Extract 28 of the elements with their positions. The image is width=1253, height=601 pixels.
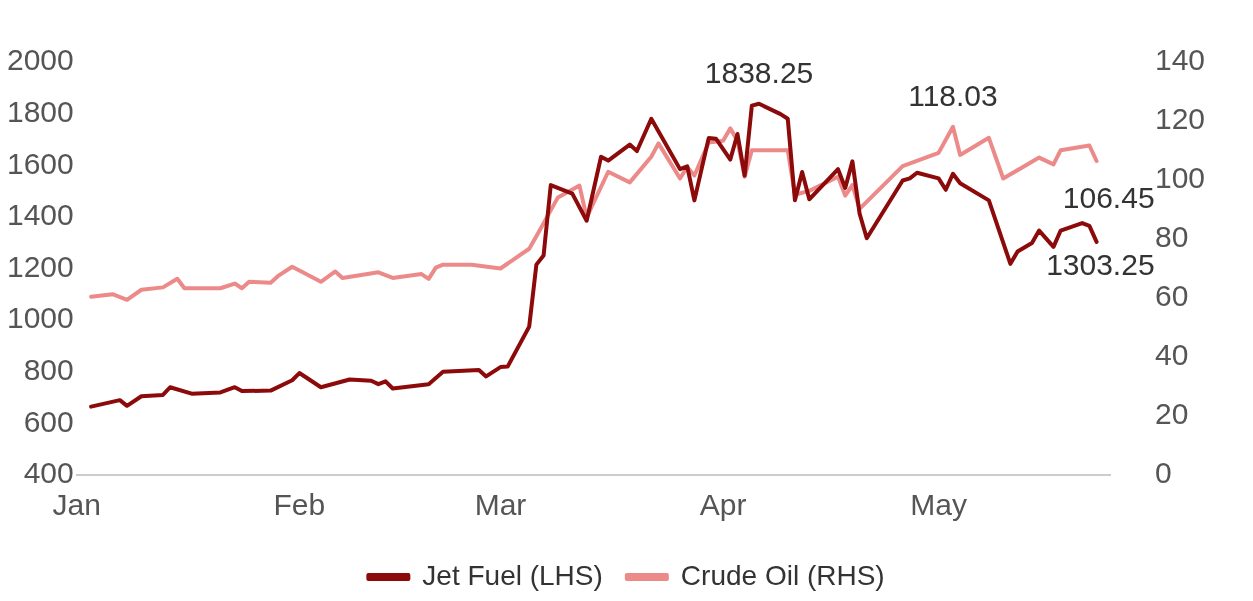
x-tick-label: May — [910, 488, 967, 522]
data-label: 118.03 — [908, 79, 998, 113]
y-tick-label: 2000 — [6, 43, 74, 77]
y2-tick-label: 20 — [1154, 397, 1189, 431]
y-tick-label: 1600 — [6, 146, 74, 180]
legend-label: Jet Fuel (LHS) — [422, 559, 603, 591]
x-tick-label: Apr — [699, 488, 747, 522]
x-tick-label: Jan — [52, 488, 101, 522]
y-tick-label: 800 — [23, 353, 74, 387]
y-tick-label: 1400 — [6, 198, 74, 232]
x-tick-label: Mar — [474, 488, 527, 522]
y2-tick-label: 100 — [1154, 161, 1206, 195]
y-tick-label: 1800 — [6, 94, 74, 128]
y-tick-label: 400 — [23, 456, 74, 490]
x-tick-label: Feb — [273, 488, 326, 522]
legend-label: Crude Oil (RHS) — [680, 559, 885, 591]
y-tick-label: 1000 — [6, 301, 74, 335]
y2-tick-label: 140 — [1154, 43, 1206, 77]
y2-tick-label: 80 — [1154, 220, 1189, 254]
data-label: 1838.25 — [704, 56, 814, 90]
y2-tick-label: 120 — [1154, 102, 1206, 136]
y-tick-label: 1200 — [6, 249, 74, 283]
data-label: 106.45 — [1062, 181, 1155, 215]
y2-tick-label: 0 — [1154, 456, 1172, 490]
y-tick-label: 600 — [23, 404, 74, 438]
data-label: 1303.25 — [1046, 248, 1155, 282]
y2-tick-label: 60 — [1154, 279, 1189, 313]
y2-tick-label: 40 — [1154, 338, 1189, 372]
